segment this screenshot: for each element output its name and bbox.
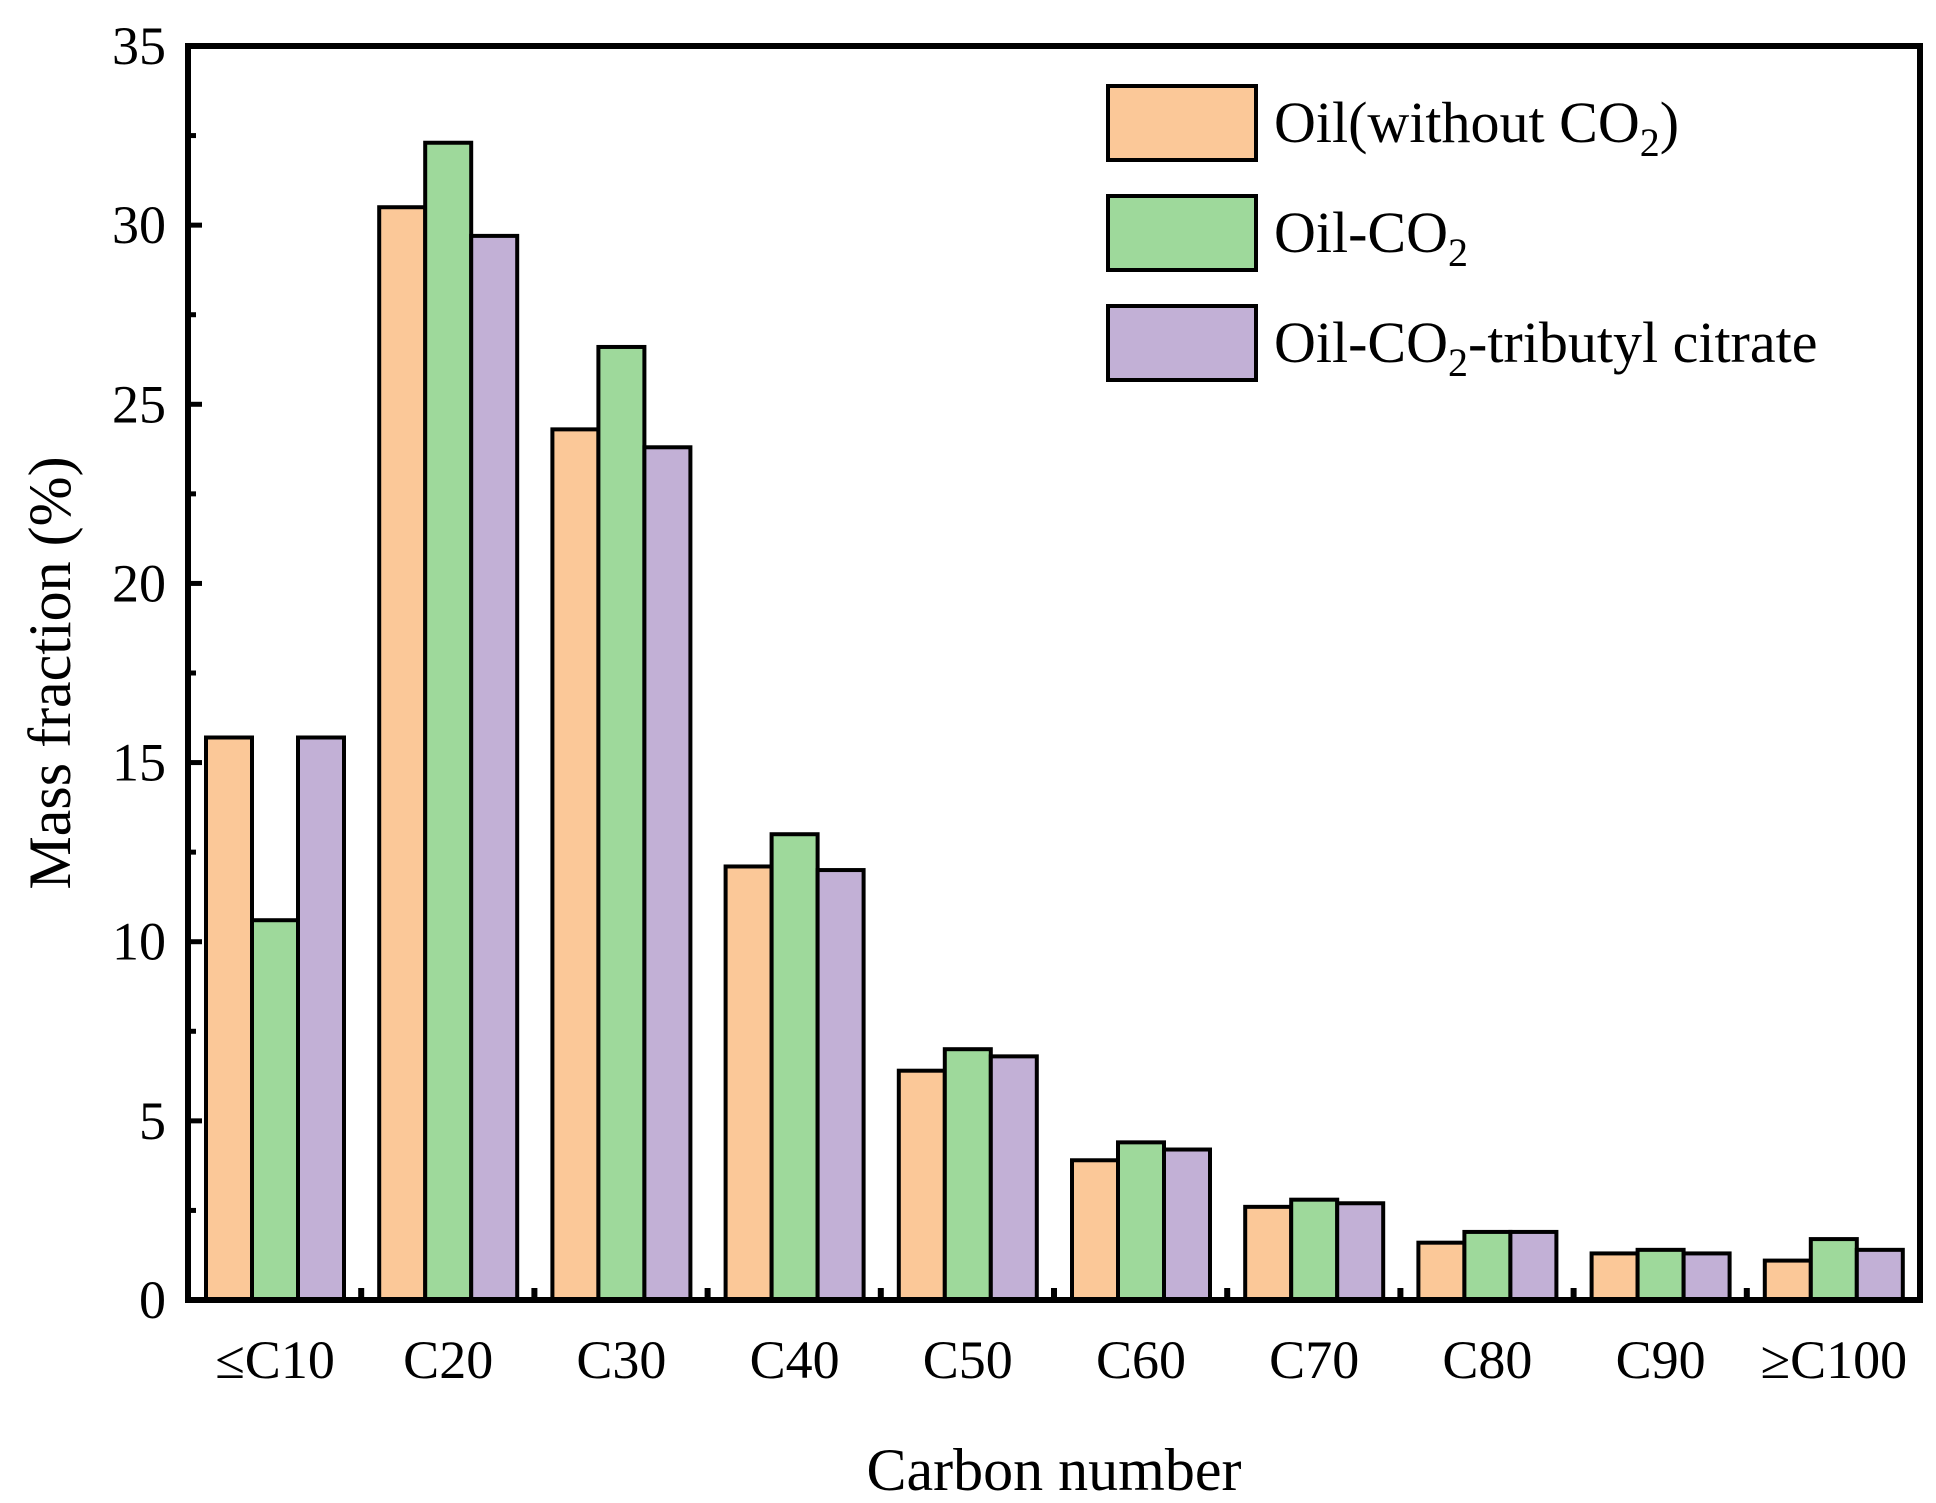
bar-2-2 <box>423 140 474 1302</box>
y-tick-label-4: 20 <box>112 553 166 613</box>
x-tick-label-1: ≤C10 <box>215 1330 335 1390</box>
legend-label-1: Oil(without CO2) <box>1274 90 1679 165</box>
bar-3-6 <box>1162 1147 1212 1303</box>
legend-label-3: Oil-CO2-tributyl citrate <box>1274 310 1817 385</box>
x-tick-label-3: C30 <box>576 1330 666 1390</box>
bar-3-2 <box>469 233 520 1302</box>
x-tick-label-8: C80 <box>1442 1330 1532 1390</box>
y-tick-label-7: 35 <box>112 16 166 76</box>
bar-1-6 <box>1070 1158 1120 1302</box>
y-tick-label-5: 25 <box>112 374 166 434</box>
bar-3-10 <box>1854 1247 1905 1302</box>
bar-3-5 <box>988 1054 1039 1303</box>
bar-1-5 <box>896 1068 947 1302</box>
legend-swatch-1 <box>1106 84 1258 162</box>
bar-1-2 <box>377 205 428 1303</box>
bar-2-7 <box>1289 1197 1340 1303</box>
bar-1-7 <box>1243 1204 1294 1302</box>
bar-1-1 <box>204 735 254 1302</box>
legend-label-2: Oil-CO2 <box>1274 200 1468 275</box>
legend-swatch-2 <box>1106 194 1258 272</box>
x-tick-label-2: C20 <box>403 1330 493 1390</box>
bar-2-8 <box>1462 1229 1513 1302</box>
y-axis-title: Mass fraction (%) <box>17 456 83 889</box>
x-tick-label-6: C60 <box>1096 1330 1186 1390</box>
bar-2-5 <box>942 1047 993 1302</box>
bar-2-9 <box>1635 1247 1686 1302</box>
bar-1-3 <box>550 427 601 1302</box>
bar-3-4 <box>815 868 866 1302</box>
x-tick-labels: ≤C10 C20 C30 C40 C50 C60 C70 C80 C90 ≥C100 <box>215 1330 1907 1390</box>
y-tick-label-0: 0 <box>139 1270 166 1330</box>
bar-2-10 <box>1808 1237 1859 1303</box>
y-tick-label-3: 15 <box>112 733 166 793</box>
x-tick-label-4: C40 <box>750 1330 840 1390</box>
bar-3-9 <box>1681 1251 1732 1302</box>
legend-swatch-3 <box>1106 304 1258 382</box>
y-tick-labels: 0 5 10 15 20 25 30 35 <box>112 16 166 1330</box>
bar-3-7 <box>1335 1201 1386 1302</box>
y-tick-label-2: 10 <box>112 912 166 972</box>
bar-3-8 <box>1508 1229 1559 1302</box>
bar-1-4 <box>723 864 774 1303</box>
legend: Oil(without CO2) Oil-CO2 Oil-CO2-tributyl … <box>1106 84 1817 385</box>
bar-3-3 <box>642 445 693 1302</box>
x-tick-label-10: ≥C100 <box>1760 1330 1907 1390</box>
x-tick-label-5: C50 <box>923 1330 1013 1390</box>
x-tick-label-7: C70 <box>1269 1330 1359 1390</box>
bar-2-1 <box>250 918 300 1303</box>
x-tick-label-9: C90 <box>1616 1330 1706 1390</box>
x-axis-title: Carbon number <box>867 1437 1242 1503</box>
bar-1-10 <box>1762 1258 1813 1303</box>
axis-ticks <box>188 43 1750 1303</box>
y-tick-label-6: 30 <box>112 195 166 255</box>
bars-group <box>204 140 1905 1303</box>
y-tick-label-1: 5 <box>139 1091 166 1151</box>
bar-2-6 <box>1116 1140 1166 1302</box>
bar-1-8 <box>1416 1240 1467 1303</box>
bar-1-9 <box>1589 1251 1640 1302</box>
bar-2-3 <box>596 344 647 1302</box>
bar-2-4 <box>769 832 820 1302</box>
bar-3-1 <box>296 735 346 1302</box>
